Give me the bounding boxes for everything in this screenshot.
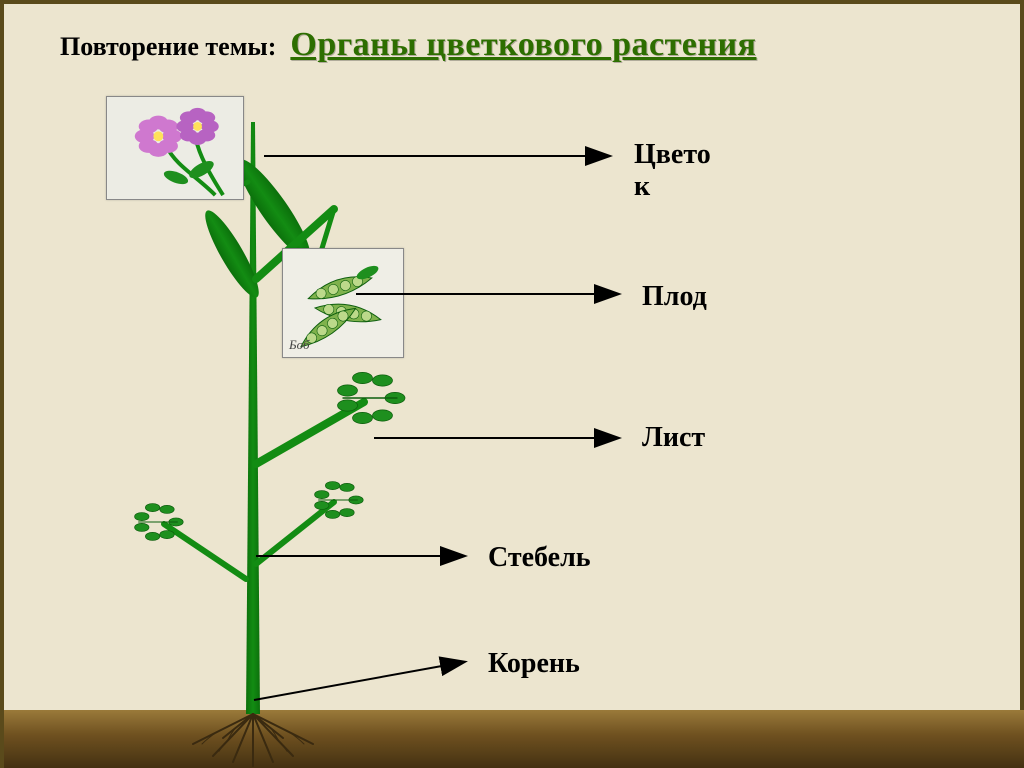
label-fruit: Плод — [642, 281, 707, 313]
label-flower: Цвето к — [634, 139, 711, 203]
fruit-caption: Боб — [289, 337, 310, 353]
label-leaf: Лист — [642, 422, 705, 454]
label-root: Корень — [488, 648, 580, 680]
diagram: Боб Цвето к Плод Лист Стебель Корень — [4, 4, 1024, 768]
label-stem: Стебель — [488, 542, 591, 574]
fruit-image: Боб — [282, 248, 404, 358]
soil — [4, 710, 1024, 768]
flower-image — [106, 96, 244, 200]
slide: Повторение темы: Органы цветкового расте… — [0, 0, 1024, 768]
